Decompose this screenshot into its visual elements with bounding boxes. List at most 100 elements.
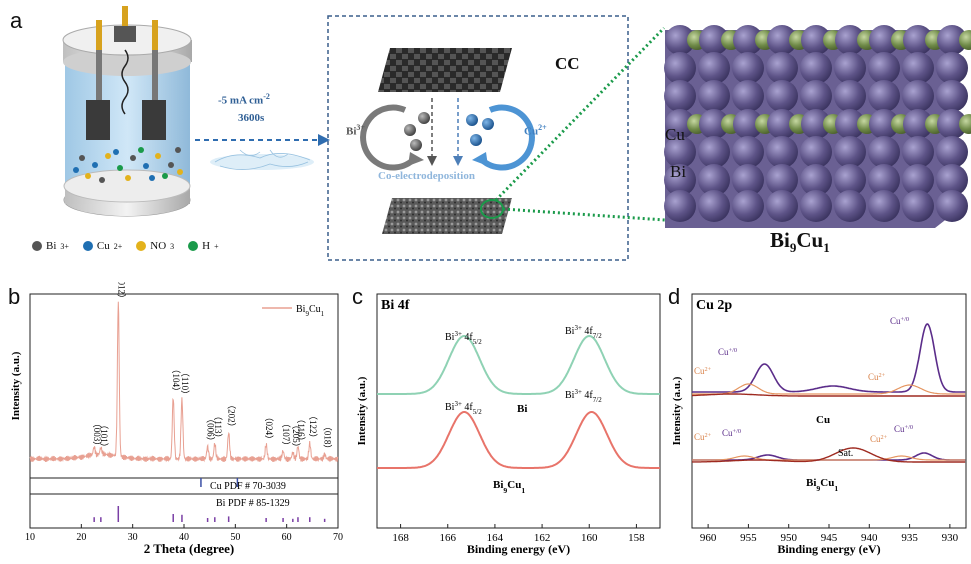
current-density: -5 mA cm-2 xyxy=(218,92,270,107)
series-line-cu xyxy=(692,323,966,393)
x-tick-label: 160 xyxy=(581,532,598,544)
x-tick-label: 50 xyxy=(230,532,240,543)
cc-label: CC xyxy=(555,54,580,73)
bi-atom xyxy=(733,25,763,55)
bi-atom xyxy=(902,80,934,112)
bi-atom xyxy=(766,164,798,196)
peak-annotation: Cu2+ xyxy=(694,366,712,377)
bi-atom xyxy=(732,136,764,168)
bi-atom xyxy=(868,164,900,196)
bi-atom xyxy=(868,52,900,84)
peak-label: （116） xyxy=(296,414,306,445)
bi-atom xyxy=(834,80,866,112)
x-axis-label: Binding energy (eV) xyxy=(467,542,570,556)
peak-label: （003） xyxy=(92,419,102,451)
bi-atom xyxy=(800,80,832,112)
bi-atom xyxy=(664,136,696,168)
series-label-bi9cu1: Bi9Cu1 xyxy=(806,477,838,493)
legend-dot xyxy=(32,241,42,251)
sat-annotation: Sat. xyxy=(838,448,853,459)
peak-annotation: Bi3+ 4f7/2 xyxy=(565,388,602,404)
bi-ion-label: Bi3+ xyxy=(346,123,365,138)
x-tick-label: 10 xyxy=(25,532,35,543)
deposited-electrode xyxy=(382,198,512,234)
x-tick-label: 168 xyxy=(392,532,409,544)
series-line-bi9cu1 xyxy=(377,411,660,469)
panel-label-c: c xyxy=(352,284,363,309)
bi-atom xyxy=(868,190,900,222)
legend-item-0: Bi 3+ xyxy=(32,240,69,252)
x-tick-label: 158 xyxy=(628,532,645,544)
bi-atom xyxy=(834,136,866,168)
x-tick-label: 930 xyxy=(942,532,959,544)
bi-atom xyxy=(732,80,764,112)
background-line-cu xyxy=(692,393,966,397)
peak-annotation: Bi3+ 4f5/2 xyxy=(445,400,482,416)
bi-atom xyxy=(801,25,831,55)
x-tick-label: 20 xyxy=(76,532,86,543)
x-axis-label: Binding energy (eV) xyxy=(777,542,880,556)
bi-atom xyxy=(699,109,729,139)
ion-legend: Bi 3+ Cu 2+ NO 3 H + xyxy=(32,240,219,252)
bi-atom xyxy=(835,109,865,139)
bi-atom xyxy=(902,190,934,222)
electrochemical-cell xyxy=(62,6,192,217)
bi-atom xyxy=(766,136,798,168)
bi-atom xyxy=(936,52,968,84)
bi-atom xyxy=(665,25,695,55)
bi-atom xyxy=(936,136,968,168)
bi-atom xyxy=(732,164,764,196)
bi-atom xyxy=(869,109,899,139)
bi-atom xyxy=(698,80,730,112)
bi-atom xyxy=(903,109,933,139)
peak-annotation: Cu+/0 xyxy=(890,316,909,327)
x-tick-label: 945 xyxy=(821,532,838,544)
process-box xyxy=(327,15,629,261)
peak-annotation: Bi3+ 4f5/2 xyxy=(445,330,482,346)
cu-ref-label: Cu PDF # 70-3039 xyxy=(210,481,286,492)
x-tick-label: 960 xyxy=(700,532,717,544)
bi-atom xyxy=(699,25,729,55)
bi-atom xyxy=(664,164,696,196)
x-tick-label: 70 xyxy=(333,532,343,543)
peak-label: （006） xyxy=(206,414,216,446)
bi-atom xyxy=(937,109,967,139)
legend-item-2: NO 3 xyxy=(136,240,174,252)
bi-atom xyxy=(732,190,764,222)
x-tick-label: 935 xyxy=(901,532,918,544)
legend-dot xyxy=(82,241,93,251)
bi-atom xyxy=(902,136,934,168)
bi-atom xyxy=(903,25,933,55)
x-tick-label: 955 xyxy=(740,532,757,544)
legend-dot xyxy=(136,241,147,251)
process-label: Co-electrodeposition xyxy=(378,170,475,182)
legend-item-1: Cu 2+ xyxy=(82,240,122,252)
bi-atom xyxy=(698,136,730,168)
x-tick-label: 940 xyxy=(861,532,878,544)
bi-atom xyxy=(936,190,968,222)
y-axis-label: Intensity (a.u.) xyxy=(671,376,683,445)
carbon-cloth xyxy=(378,48,512,92)
fit-line-bi9cu1-2plus xyxy=(692,455,966,461)
bi-atom xyxy=(766,190,798,222)
bi-atom xyxy=(902,52,934,84)
bi-atom xyxy=(732,52,764,84)
legend-label: Bi9Cu1 xyxy=(296,304,325,318)
bi4f-chart: Bi 4f Bi3+ 4f5/2 Bi3+ 4f7/2 Bi3+ 4f5/2 Bi3+ … xyxy=(356,293,661,556)
bi-atom xyxy=(698,164,730,196)
legend-item-3: H + xyxy=(188,240,219,252)
xrd-series-line xyxy=(29,301,339,463)
peak-annotation: Cu+/0 xyxy=(894,424,913,435)
crystal-title: Bi9Cu1 xyxy=(770,228,830,256)
bi-atom xyxy=(869,25,899,55)
bi-atom xyxy=(767,25,797,55)
bi-atom xyxy=(800,190,832,222)
bi-atom xyxy=(937,25,967,55)
bi-atom xyxy=(766,52,798,84)
x-tick-label: 166 xyxy=(440,532,457,544)
bi-atom xyxy=(936,80,968,112)
splash-image xyxy=(210,149,314,170)
peak-label: （012） xyxy=(116,282,126,303)
bi-atom xyxy=(767,109,797,139)
cu-atom xyxy=(959,30,971,50)
